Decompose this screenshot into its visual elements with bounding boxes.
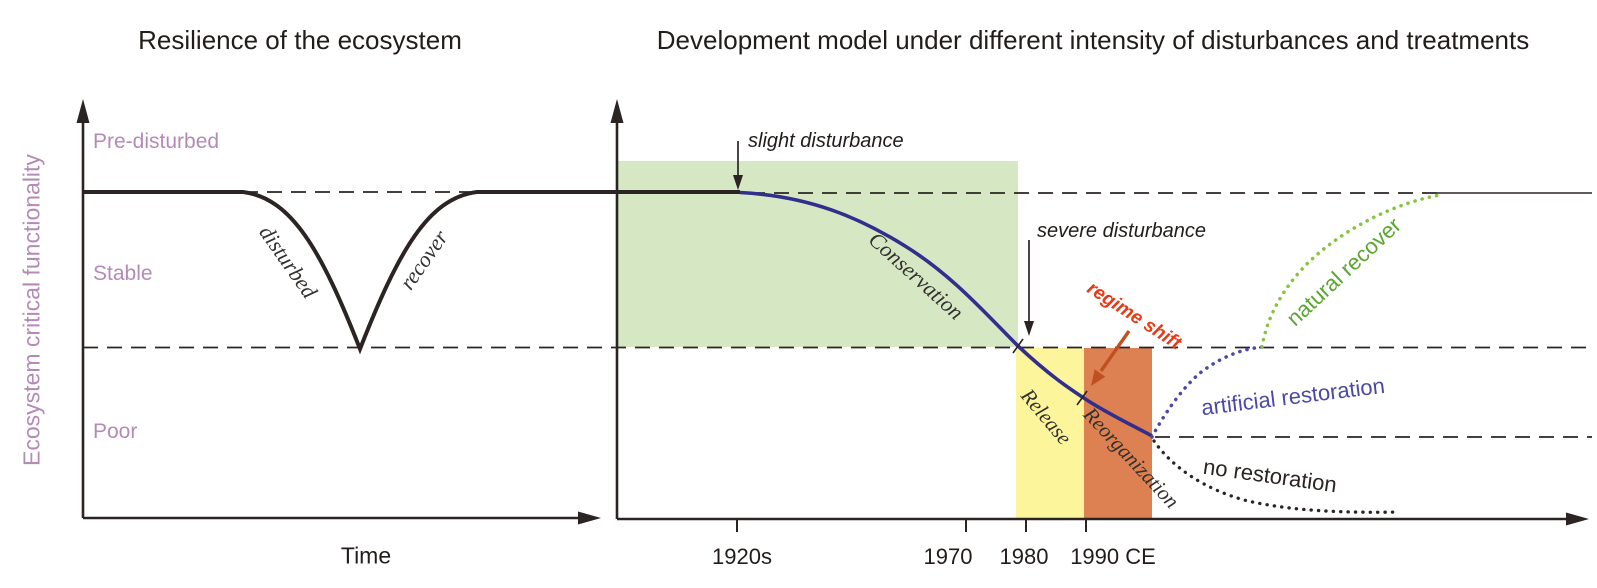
left-panel-title: Resilience of the ecosystem	[138, 25, 462, 55]
right-panel-title: Development model under different intens…	[656, 25, 1530, 55]
level-label-poor: Poor	[93, 420, 138, 443]
annotation-slight-disturbance: slight disturbance	[748, 130, 904, 152]
severe-disturbance-arrowhead	[1024, 321, 1034, 336]
release-phase-box	[1016, 348, 1084, 519]
right-y-axis-arrowhead	[610, 99, 624, 123]
left-y-axis-arrowhead	[76, 99, 90, 123]
right-x-axis-arrowhead	[1566, 512, 1589, 526]
threshold-cross-tick	[1012, 338, 1024, 354]
regime-shift-arrowhead	[1091, 369, 1106, 386]
resilience-curve	[83, 190, 740, 355]
regime-shift-cross-tick	[1076, 390, 1088, 406]
conservation-phase-box	[618, 161, 1018, 347]
level-label-pre-disturbed: Pre-disturbed	[93, 130, 220, 153]
tick-label-1990-ce: 1990 CE	[1070, 544, 1156, 569]
tick-label-1980: 1980	[999, 544, 1049, 569]
tick-label-1920s: 1920s	[712, 544, 772, 569]
y-axis-label: Ecosystem critical functionality	[18, 154, 45, 466]
x-axis-label-time: Time	[340, 542, 392, 569]
tick-label-1970: 1970	[923, 544, 973, 569]
annotation-severe-disturbance: severe disturbance	[1037, 220, 1206, 242]
level-label-stable: Stable	[93, 262, 153, 285]
left-x-axis-arrowhead	[578, 511, 601, 525]
natural-recover-curve	[1260, 193, 1442, 349]
slight-disturbance-arrowhead	[733, 175, 743, 190]
degradation-curve	[739, 190, 1153, 438]
artificial-restoration-curve	[1150, 345, 1264, 439]
regime-shift-arrow-line	[1099, 330, 1131, 372]
